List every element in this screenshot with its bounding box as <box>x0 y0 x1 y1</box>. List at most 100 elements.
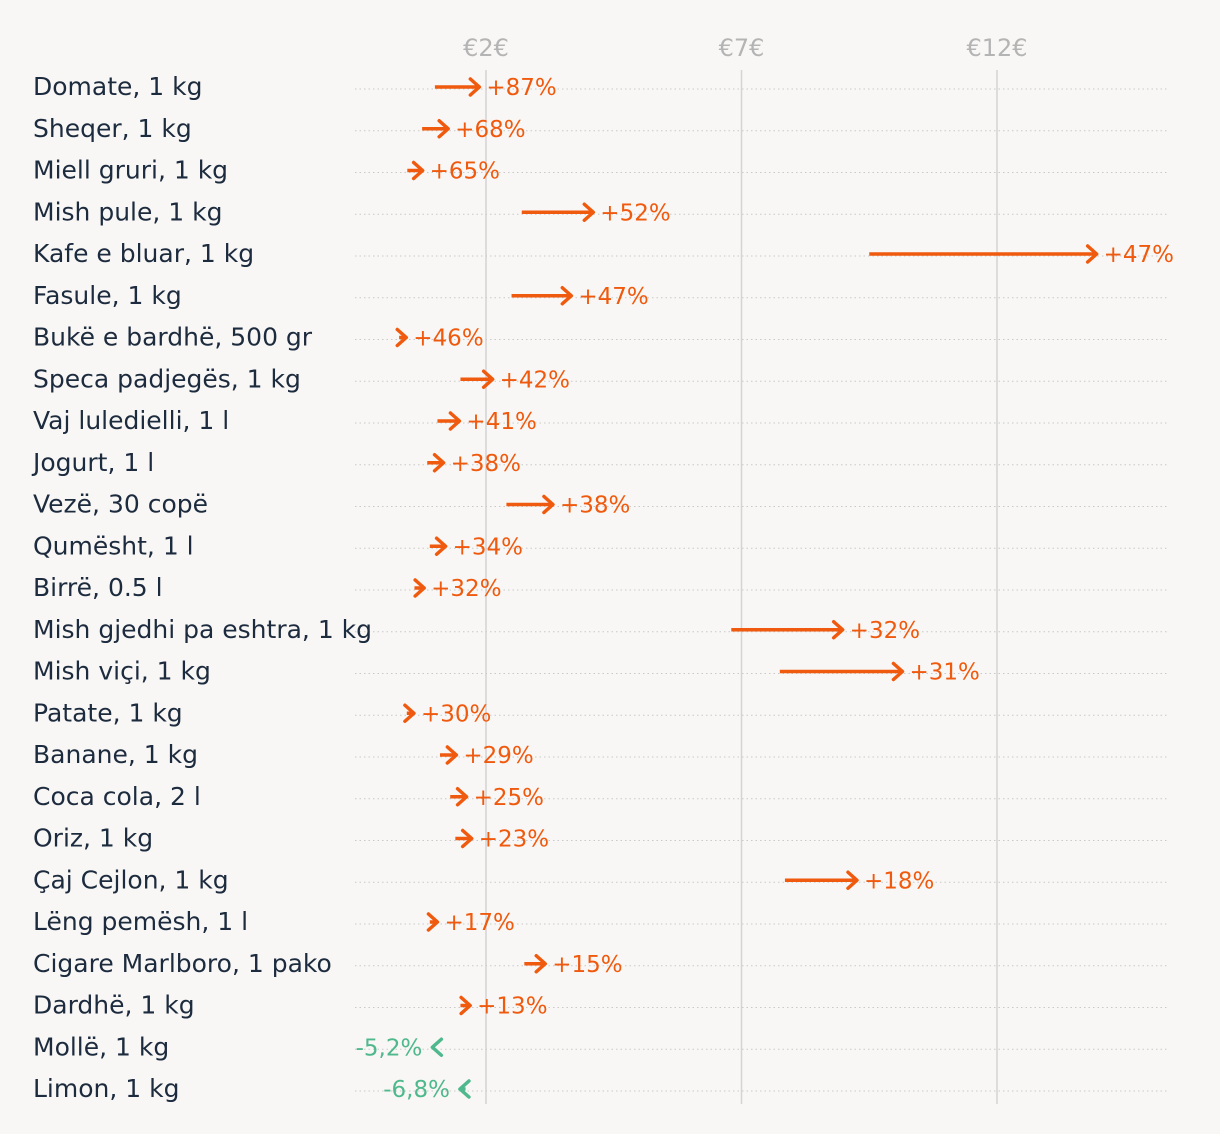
category-label: Jogurt, 1 l <box>31 448 154 477</box>
category-label: Kafe e bluar, 1 kg <box>33 239 254 268</box>
change-arrow-head <box>434 536 448 556</box>
category-label: Fasule, 1 kg <box>33 281 182 310</box>
x-tick-label: €7€ <box>719 34 765 62</box>
change-percent-label: +38% <box>560 493 630 519</box>
row: Çaj Cejlon, 1 kg +18% <box>33 865 1167 894</box>
row: Vezë, 30 copë +38% <box>33 490 1167 519</box>
change-arrow-head <box>411 160 425 181</box>
category-label: Limon, 1 kg <box>33 1074 179 1103</box>
row: Patate, 1 kg +30% <box>33 698 1167 727</box>
row: Speca padjegës, 1 kg +42% <box>33 364 1167 393</box>
change-percent-label: +30% <box>421 701 491 727</box>
category-label: Coca cola, 2 l <box>33 782 201 811</box>
change-percent-label: +31% <box>909 660 979 686</box>
change-percent-label: +41% <box>466 409 536 435</box>
row: Mish gjedhi pa eshtra, 1 kg +32% <box>33 615 1167 644</box>
category-label: Mish viçi, 1 kg <box>33 657 211 686</box>
change-arrow-head <box>437 119 450 139</box>
change-arrow-head <box>468 77 482 97</box>
change-percent-label: +52% <box>600 200 670 226</box>
category-label: Qumësht, 1 l <box>33 531 194 560</box>
category-label: Miell gruri, 1 kg <box>33 156 228 185</box>
category-label: Mollë, 1 kg <box>33 1032 169 1061</box>
change-percent-label: +32% <box>431 576 501 602</box>
row: Oriz, 1 kg +23% <box>33 824 1167 853</box>
row: Kafe e bluar, 1 kg +47% <box>33 239 1174 268</box>
change-arrow-head <box>460 828 474 849</box>
change-percent-label: -6,8% <box>383 1077 450 1103</box>
category-label: Lëng pemësh, 1 l <box>33 907 248 936</box>
change-arrow-head <box>891 661 905 682</box>
row: Coca cola, 2 l +25% <box>33 782 1167 811</box>
row: Mish pule, 1 kg +52% <box>33 197 1167 226</box>
change-arrow-head <box>481 369 495 389</box>
change-percent-label: +32% <box>850 618 920 644</box>
row: Dardhë, 1 kg +13% <box>33 991 1167 1020</box>
change-arrow-head <box>403 703 416 723</box>
row: Limon, 1 kg -6,8% <box>33 1074 1167 1103</box>
row: Fasule, 1 kg +47% <box>33 281 1167 310</box>
change-arrow-head <box>459 995 472 1016</box>
change-arrow-head <box>582 202 596 222</box>
category-label: Speca padjegës, 1 kg <box>33 364 301 393</box>
change-arrow-head <box>458 1079 471 1099</box>
change-percent-label: +29% <box>463 743 533 769</box>
rows-layer: Domate, 1 kg +87% Sheqer, 1 kg +68% Miell gr… <box>31 72 1174 1103</box>
change-arrow-head <box>534 954 548 974</box>
row: Jogurt, 1 l +38% <box>31 448 1167 477</box>
change-percent-label: +47% <box>1104 242 1174 268</box>
category-label: Patate, 1 kg <box>33 698 183 727</box>
change-percent-label: +42% <box>500 367 570 393</box>
change-percent-label: +25% <box>474 785 544 811</box>
change-percent-label: +34% <box>453 534 523 560</box>
change-arrow-head <box>395 327 409 348</box>
change-arrow-head <box>448 411 462 431</box>
grid-layer <box>485 70 998 1104</box>
change-percent-label: +13% <box>477 994 547 1020</box>
change-percent-label: +47% <box>578 284 648 310</box>
row: Cigare Marlboro, 1 pako +15% <box>33 949 1167 978</box>
change-arrow-head <box>1085 244 1099 264</box>
row: Banane, 1 kg +29% <box>33 740 1167 769</box>
x-tick-label: €2€ <box>463 34 509 62</box>
change-percent-label: +87% <box>486 75 556 101</box>
row: Vaj luledielli, 1 l +41% <box>33 406 1167 435</box>
change-arrow-head <box>426 912 440 932</box>
category-label: Dardhë, 1 kg <box>33 991 195 1020</box>
change-percent-label: +23% <box>479 827 549 853</box>
category-label: Domate, 1 kg <box>33 72 203 101</box>
row: Qumësht, 1 l +34% <box>33 531 1167 560</box>
change-arrow-head <box>430 1037 444 1057</box>
change-percent-label: +65% <box>430 159 500 185</box>
change-arrow-head <box>455 787 469 807</box>
change-percent-label: +15% <box>552 952 622 978</box>
change-percent-label: -5,2% <box>356 1035 423 1061</box>
x-tick-label: €12€ <box>966 34 1027 62</box>
change-percent-label: +38% <box>451 451 521 477</box>
row: Sheqer, 1 kg +68% <box>33 114 1167 143</box>
category-label: Banane, 1 kg <box>33 740 198 769</box>
row: Domate, 1 kg +87% <box>33 72 1167 101</box>
change-arrow-head <box>542 494 555 515</box>
category-label: Birrë, 0.5 l <box>33 573 163 602</box>
category-label: Çaj Cejlon, 1 kg <box>33 865 229 894</box>
change-arrow-head <box>831 620 845 640</box>
change-percent-label: +17% <box>444 910 514 936</box>
row: Lëng pemësh, 1 l +17% <box>33 907 1167 936</box>
category-label: Cigare Marlboro, 1 pako <box>33 949 332 978</box>
change-arrow-head <box>432 453 446 473</box>
category-label: Oriz, 1 kg <box>33 824 153 853</box>
category-label: Vezë, 30 copë <box>33 490 208 519</box>
row: Birrë, 0.5 l +32% <box>33 573 1167 602</box>
category-label: Vaj luledielli, 1 l <box>33 406 229 435</box>
change-arrow-head <box>846 870 859 890</box>
change-arrow-head <box>413 578 426 598</box>
row: Mollë, 1 kg -5,2% <box>33 1032 1167 1061</box>
change-arrow-head <box>445 745 459 765</box>
row: Mish viçi, 1 kg +31% <box>33 657 1167 686</box>
x-axis-ticks: €2€ €7€ €12€ <box>463 34 1027 62</box>
category-label: Bukë e bardhë, 500 gr <box>33 323 313 352</box>
row: Miell gruri, 1 kg +65% <box>33 156 1167 185</box>
category-label: Mish pule, 1 kg <box>33 197 222 226</box>
